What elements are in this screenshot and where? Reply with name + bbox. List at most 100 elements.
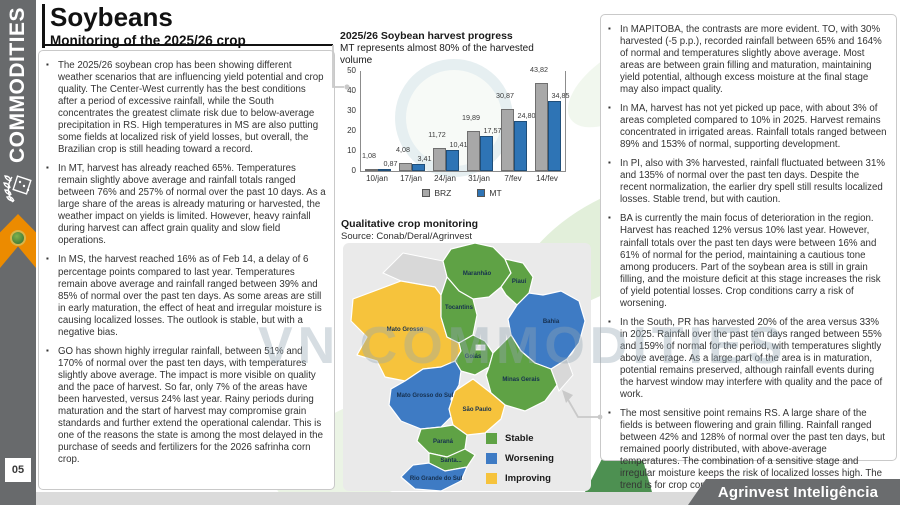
bullet-item: GO has shown highly irregular rainfall, … [45,346,326,466]
map-heading: Qualitative crop monitoring Source: Cona… [341,218,478,242]
state-label: Rio Grande do Sul [410,476,463,482]
bar-brz-14-fev [534,83,548,171]
chart-y-axis: 0 10 20 30 40 50 [340,66,359,175]
improving-swatch [486,473,497,484]
y-tick-label: 50 [347,66,356,75]
bar-brz-10-jan [364,168,378,171]
bar-brz-31-jan [466,131,480,171]
bar-value-label: 24,80 [517,111,536,121]
x-tick-label: 10/jan [366,174,388,183]
bar-brz-24-jan [432,147,446,171]
header-rule [44,44,333,46]
harvest-progress-chart: 2025/26 Soybean harvest progress MT repr… [340,30,592,219]
bar-value-label: 0,87 [383,159,398,169]
bar-value-label: 17,57 [483,125,502,135]
state-rio-grande-do-sul [400,462,468,491]
state-sao-paulo [448,378,506,436]
y-tick-label: 10 [347,146,356,155]
bar-value-label: 19,89 [462,113,480,123]
x-tick-label: 14/fev [536,174,558,183]
map-legend-row: Stable [486,433,554,444]
bullet-item: In PI, also with 3% harvested, rainfall … [607,158,888,206]
bar-value-label: 1,08 [362,150,376,160]
bullet-item: In MS, the harvest reached 16% as of Feb… [45,254,326,338]
distrito-federal-marker [475,344,486,351]
bar-value-label: 43,82 [530,65,548,75]
stable-swatch [486,433,497,444]
y-tick-label: 0 [351,166,356,175]
state-label: Goiás [465,354,482,360]
bar-value-label: 11,72 [428,129,446,139]
legend-swatch [422,189,431,197]
chart-area: 0 10 20 30 40 50 1,08 0,87 4,08 3,41 11,72 10,41 19… [340,59,592,219]
bar-brz-7-fev [500,109,514,171]
state-label: Minas Gerais [502,377,540,383]
state-label: Paraná [433,439,454,445]
footer-brand-label: Agrinvest Inteligência [717,483,879,501]
bar-value-label: 30,87 [496,91,514,101]
state-label: Tocantins [445,305,474,311]
state-label: Bahia [543,319,560,325]
bar-mt-31-jan [480,135,493,171]
map-title: Qualitative crop monitoring [341,218,479,230]
bullet-item: BA is currently the main focus of deteri… [607,213,888,309]
legend-swatch [477,189,486,197]
state-maranhao [442,243,512,300]
chart-legend-entry: MT [477,188,502,198]
chart-plot: 1,08 0,87 4,08 3,41 11,72 10,41 19,89 17,57 30,8… [360,65,570,172]
map-legend-row: Worsening [486,453,554,464]
map-legend: Stable Worsening Improving [486,433,554,491]
footer-brand-banner: Agrinvest Inteligência [688,479,900,505]
header: Soybeans Monitoring of the 2025/26 crop [42,3,342,49]
bullet-item: The 2025/26 soybean crop has been showin… [45,60,326,156]
state-label: Maranhão [463,271,492,277]
right-bullet-list: In MAPITOBA, the contrasts are more evid… [607,24,888,492]
legend-label: MT [489,188,502,198]
y-tick-label: 30 [347,106,356,115]
page-number: 05 [5,458,31,482]
wheat-dice-icon [3,175,32,203]
bullet-item: In MAPITOBA, the contrasts are more evid… [607,24,888,96]
bar-mt-10-jan [378,169,391,171]
bar-value-label: 10,41 [449,140,468,150]
bar-mt-14-fev [548,101,561,171]
map-legend-label: Worsening [505,453,554,464]
map-source: Source: Conab/Deral/Agrinvest [341,231,472,242]
state-label: Mato Grosso do Sul [397,393,454,399]
bullet-item: In MA, harvest has not yet picked up pac… [607,103,888,151]
state-label: Santa... [440,458,462,464]
bar-mt-7-fev [514,121,527,171]
bottom-strip [36,492,900,505]
map-legend-label: Improving [505,473,551,484]
bar-brz-17-jan [398,162,412,171]
brazil-qualitative-map: Maranhão Piauí Tocantins Bahia Mato Gros… [343,243,591,491]
worsening-swatch [486,453,497,464]
y-tick-label: 20 [347,126,356,135]
map-svg: Maranhão Piauí Tocantins Bahia Mato Gros… [350,243,586,491]
right-text-panel: In MAPITOBA, the contrasts are more evid… [600,14,897,491]
legend-label: BRZ [434,188,452,198]
bar-value-label: 34,85 [551,91,570,101]
chart-legend-entry: BRZ [422,188,451,198]
chart-x-axis: 10/jan 17/jan 24/jan 31/jan 7/fev 14/fev [360,174,564,186]
bar-mt-24-jan [446,150,459,171]
sidebar-brand-label: COMMODITIES [6,7,29,163]
chart-subtitle: MT represents almost 80% of the harveste… [340,43,534,66]
left-bullet-list: The 2025/26 soybean crop has been showin… [45,60,326,466]
page-subtitle: Monitoring of the 2025/26 crop [50,33,246,49]
bullet-item: In the South, PR has harvested 20% of th… [607,317,888,401]
bar-value-label: 3,41 [417,154,432,164]
y-tick-label: 40 [347,86,356,95]
x-tick-label: 7/fev [504,174,522,183]
x-tick-label: 31/jan [468,174,490,183]
x-tick-label: 17/jan [400,174,422,183]
state-label: Piauí [512,279,527,285]
bullet-item: In MT, harvest has already reached 65%. … [45,163,326,247]
state-label: São Paulo [462,407,491,413]
state-minas-gerais [485,334,558,412]
agrinvest-logo-icon [10,230,26,246]
bar-value-label: 4,08 [396,144,410,154]
sidebar: COMMODITIES 05 [0,0,36,505]
map-legend-row: Improving [486,473,554,484]
